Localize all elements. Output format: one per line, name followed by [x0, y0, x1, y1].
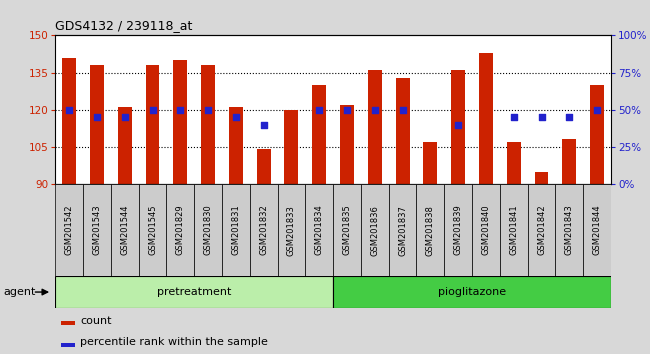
Bar — [333, 184, 361, 276]
Bar — [278, 184, 306, 276]
Text: GSM201543: GSM201543 — [92, 205, 101, 256]
Bar — [111, 184, 138, 276]
Bar — [83, 184, 111, 276]
Bar — [555, 184, 583, 276]
Point — [536, 114, 547, 120]
Text: GDS4132 / 239118_at: GDS4132 / 239118_at — [55, 19, 192, 32]
Bar — [285, 110, 298, 184]
Bar — [479, 53, 493, 184]
Point — [203, 107, 213, 113]
Text: GSM201832: GSM201832 — [259, 205, 268, 256]
Bar — [250, 184, 278, 276]
Bar — [396, 78, 410, 184]
Text: GSM201839: GSM201839 — [454, 205, 463, 256]
Bar — [118, 107, 132, 184]
Text: GSM201544: GSM201544 — [120, 205, 129, 255]
Bar — [417, 184, 445, 276]
Text: GSM201838: GSM201838 — [426, 205, 435, 256]
Bar — [229, 107, 243, 184]
Point — [370, 107, 380, 113]
Bar — [90, 65, 104, 184]
Text: GSM201830: GSM201830 — [203, 205, 213, 256]
Bar — [55, 276, 333, 308]
Text: GSM201842: GSM201842 — [537, 205, 546, 256]
Point — [453, 122, 463, 127]
Bar — [174, 60, 187, 184]
Point — [64, 107, 74, 113]
Bar — [590, 85, 604, 184]
Bar — [222, 184, 250, 276]
Text: GSM201829: GSM201829 — [176, 205, 185, 256]
Bar — [472, 184, 500, 276]
Bar — [583, 184, 611, 276]
Text: GSM201840: GSM201840 — [482, 205, 491, 256]
Point — [342, 107, 352, 113]
Bar — [562, 139, 577, 184]
Bar — [194, 184, 222, 276]
Point — [259, 122, 269, 127]
Text: pretreatment: pretreatment — [157, 287, 231, 297]
Text: GSM201844: GSM201844 — [593, 205, 602, 256]
Text: GSM201542: GSM201542 — [64, 205, 73, 255]
Point — [231, 114, 241, 120]
Point — [314, 107, 324, 113]
Bar — [138, 184, 166, 276]
Bar — [423, 142, 437, 184]
Bar — [445, 184, 472, 276]
Bar — [333, 276, 611, 308]
Point — [148, 107, 158, 113]
Text: percentile rank within the sample: percentile rank within the sample — [80, 337, 268, 348]
Point — [397, 107, 408, 113]
Bar — [500, 184, 528, 276]
Text: GSM201834: GSM201834 — [315, 205, 324, 256]
Bar — [61, 321, 75, 325]
Bar — [340, 105, 354, 184]
Text: GSM201836: GSM201836 — [370, 205, 380, 256]
Bar — [166, 184, 194, 276]
Point — [508, 114, 519, 120]
Point — [120, 114, 130, 120]
Bar — [451, 70, 465, 184]
Bar — [61, 343, 75, 347]
Text: count: count — [80, 316, 112, 326]
Text: GSM201835: GSM201835 — [343, 205, 352, 256]
Text: GSM201837: GSM201837 — [398, 205, 407, 256]
Bar — [55, 184, 83, 276]
Bar — [312, 85, 326, 184]
Text: GSM201833: GSM201833 — [287, 205, 296, 256]
Bar — [201, 65, 215, 184]
Bar — [62, 58, 76, 184]
Text: GSM201545: GSM201545 — [148, 205, 157, 255]
Point — [92, 114, 102, 120]
Text: GSM201831: GSM201831 — [231, 205, 240, 256]
Bar — [306, 184, 333, 276]
Bar — [368, 70, 382, 184]
Bar — [146, 65, 159, 184]
Text: agent: agent — [3, 287, 36, 297]
Point — [564, 114, 575, 120]
Bar — [528, 184, 556, 276]
Bar — [361, 184, 389, 276]
Bar — [507, 142, 521, 184]
Text: pioglitazone: pioglitazone — [438, 287, 506, 297]
Point — [592, 107, 603, 113]
Point — [175, 107, 185, 113]
Bar — [389, 184, 417, 276]
Bar — [534, 172, 549, 184]
Text: GSM201843: GSM201843 — [565, 205, 574, 256]
Text: GSM201841: GSM201841 — [509, 205, 518, 256]
Bar — [257, 149, 270, 184]
